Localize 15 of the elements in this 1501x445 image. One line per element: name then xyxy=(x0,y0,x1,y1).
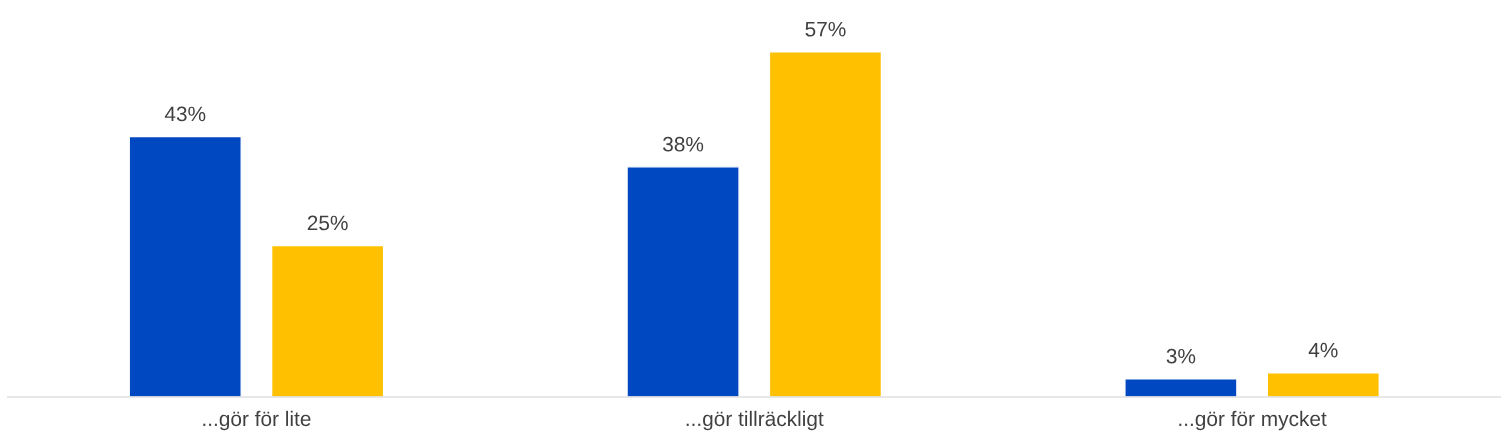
data-label: 3% xyxy=(1166,348,1196,364)
bar xyxy=(768,51,883,397)
data-label: 57% xyxy=(805,21,846,37)
data-label: 4% xyxy=(1308,342,1338,358)
bar xyxy=(128,135,242,397)
data-label: 25% xyxy=(307,215,348,231)
bar xyxy=(626,166,740,397)
x-tick-label: ...gör tillräckligt xyxy=(686,410,824,431)
x-tick-label: ...gör för lite xyxy=(203,410,311,431)
data-label: 43% xyxy=(164,106,206,122)
data-label: 38% xyxy=(663,136,704,152)
bar xyxy=(1266,372,1380,397)
x-tick-label: ...gör för mycket xyxy=(1179,410,1327,431)
bar xyxy=(1124,378,1238,397)
bar xyxy=(270,244,385,397)
